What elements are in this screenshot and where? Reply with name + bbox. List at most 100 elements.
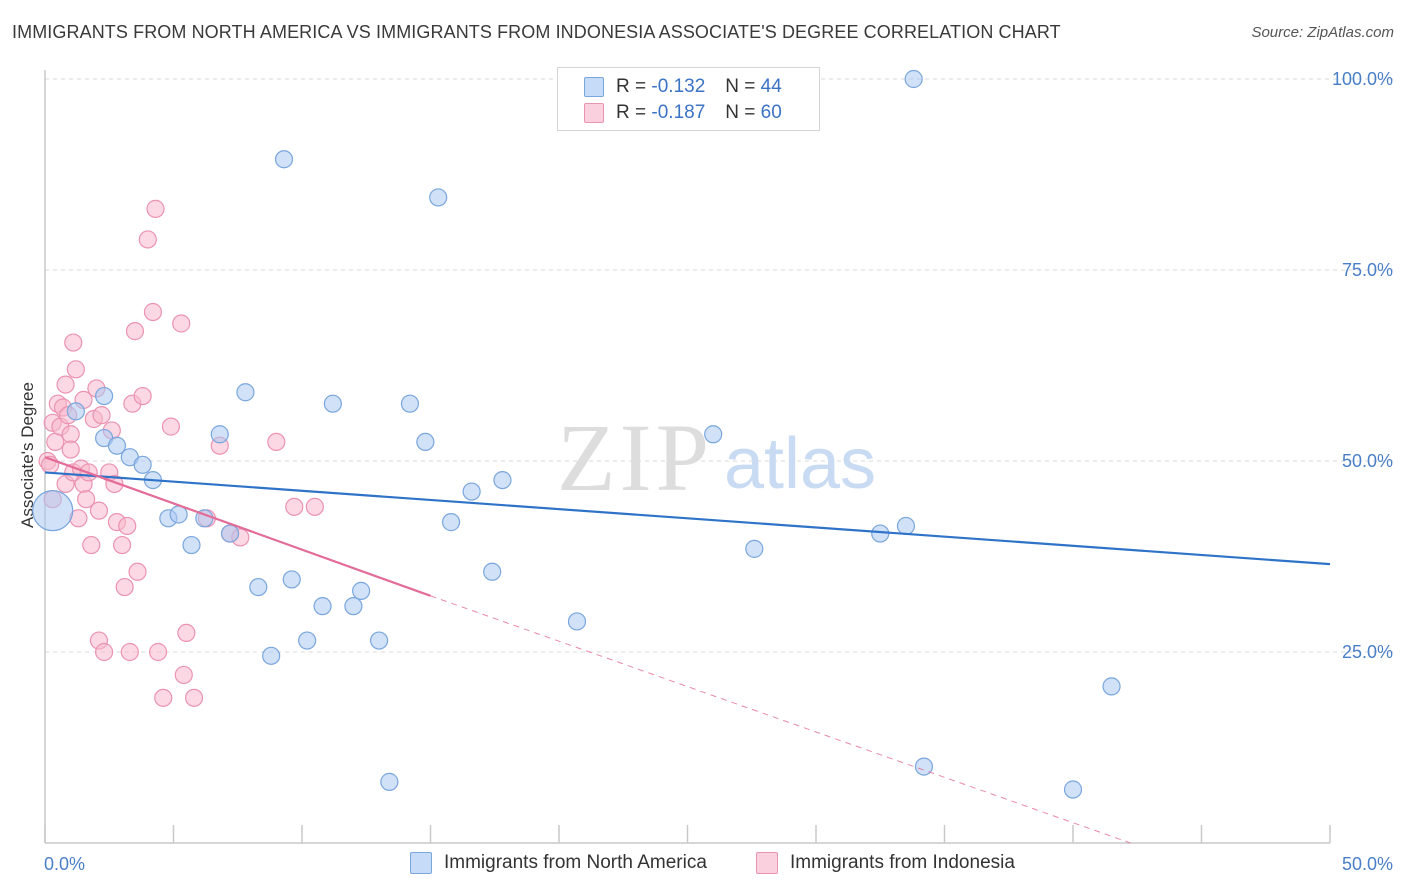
data-point-indonesia	[174, 665, 193, 685]
data-point-north-america	[32, 490, 74, 532]
x-tick-label: 50.0%	[1342, 854, 1393, 874]
bottom-legend-label-north-america: Immigrants from North America	[444, 852, 707, 873]
data-point-north-america	[896, 516, 916, 536]
legend-n-label: N =	[725, 76, 756, 97]
data-point-north-america	[441, 513, 461, 532]
data-point-north-america	[107, 436, 127, 455]
data-point-indonesia	[285, 497, 304, 516]
data-point-north-america	[416, 432, 435, 451]
data-point-indonesia	[95, 642, 114, 662]
data-point-north-america	[704, 425, 723, 444]
data-point-indonesia	[56, 375, 75, 394]
data-point-indonesia	[66, 360, 85, 379]
legend-n-label: N =	[725, 102, 756, 123]
legend-r-label: R =	[616, 76, 647, 97]
data-point-north-america	[133, 455, 152, 474]
legend-n-value: 44	[760, 76, 782, 97]
data-point-north-america	[262, 646, 281, 665]
data-point-indonesia	[161, 417, 181, 436]
y-tick-label: 100.0%	[1332, 69, 1393, 89]
trendline-north-america	[44, 471, 1331, 566]
data-point-north-america	[462, 482, 481, 501]
data-point-indonesia	[61, 425, 80, 444]
data-point-north-america	[380, 772, 399, 791]
data-point-indonesia	[184, 688, 204, 707]
data-point-indonesia	[118, 516, 137, 536]
data-point-indonesia	[64, 333, 83, 352]
y-tick-label: 25.0%	[1342, 642, 1393, 662]
data-point-indonesia	[143, 302, 163, 322]
data-point-north-america	[274, 150, 294, 169]
bottom-legend-indonesia: Immigrants from Indonesia	[756, 852, 1015, 874]
data-point-north-america	[210, 425, 229, 444]
data-point-indonesia	[148, 642, 168, 662]
trendline-indonesia-extension	[430, 595, 1131, 844]
data-point-north-america	[745, 539, 764, 558]
data-point-north-america	[323, 394, 342, 413]
data-point-north-america	[483, 562, 502, 581]
data-point-indonesia	[172, 314, 191, 333]
data-point-north-america	[914, 757, 934, 776]
data-point-indonesia	[61, 440, 80, 459]
data-point-north-america	[95, 386, 114, 406]
chart-title: IMMIGRANTS FROM NORTH AMERICA VS IMMIGRA…	[12, 22, 1061, 42]
legend-swatch-pink	[584, 103, 604, 123]
data-point-north-america	[236, 383, 255, 402]
trend-lines	[44, 456, 1331, 844]
data-point-indonesia	[92, 406, 111, 425]
data-point-indonesia	[128, 562, 147, 581]
data-point-indonesia	[138, 230, 157, 249]
data-point-indonesia	[115, 577, 134, 597]
data-point-north-america	[313, 597, 332, 616]
data-point-indonesia	[267, 432, 286, 451]
watermark-atlas: atlas	[724, 424, 876, 504]
data-point-indonesia	[125, 322, 145, 341]
data-point-indonesia	[120, 642, 139, 662]
y-tick-label: 75.0%	[1342, 260, 1393, 280]
source-label: Source: ZipAtlas.com	[1251, 24, 1394, 41]
legend-swatch-blue	[584, 77, 604, 97]
data-point-indonesia	[133, 386, 152, 406]
data-point-indonesia	[82, 535, 101, 555]
data-point-north-america	[429, 188, 448, 207]
series-indonesia-points	[38, 199, 324, 707]
data-point-north-america	[904, 69, 923, 89]
data-point-north-america	[352, 581, 371, 600]
bottom-legend-label-indonesia: Immigrants from Indonesia	[790, 852, 1015, 873]
data-point-north-america	[220, 524, 240, 543]
stats-legend: R = -0.132 N = 44 R = -0.187 N = 60	[557, 67, 820, 131]
legend-r-value: -0.132	[651, 76, 706, 97]
data-point-north-america	[182, 535, 201, 555]
data-point-north-america	[249, 577, 268, 597]
gridlines	[45, 78, 1393, 653]
x-tick-label: 0.0%	[44, 854, 85, 874]
watermark-zip: ZIP	[557, 404, 713, 511]
legend-n-value: 60	[760, 102, 782, 123]
data-point-indonesia	[77, 490, 96, 509]
data-point-indonesia	[154, 688, 173, 707]
data-point-north-america	[400, 394, 420, 413]
data-point-indonesia	[177, 623, 196, 643]
tick-labels: 25.0% 50.0% 75.0% 100.0% 0.0% 50.0%	[44, 69, 1393, 874]
data-point-north-america	[344, 597, 363, 616]
bottom-legend-north-america: Immigrants from North America	[410, 852, 707, 874]
data-point-north-america	[298, 631, 317, 650]
data-point-north-america	[871, 524, 890, 543]
data-point-indonesia	[89, 501, 109, 520]
watermark: ZIP atlas	[557, 404, 876, 511]
data-point-indonesia	[305, 497, 324, 516]
legend-r-value: -0.187	[651, 102, 706, 123]
data-point-north-america	[66, 402, 85, 421]
data-point-north-america	[370, 631, 389, 650]
data-point-north-america	[567, 612, 587, 631]
data-point-indonesia	[146, 199, 165, 218]
data-point-north-america	[1063, 780, 1083, 799]
bottom-legend-swatch-blue	[410, 852, 432, 874]
data-point-north-america	[493, 471, 512, 490]
bottom-legend-swatch-pink	[756, 852, 778, 874]
data-point-indonesia	[112, 535, 132, 555]
stats-legend-row-north-america: R = -0.132 N = 44	[584, 75, 782, 99]
data-point-north-america	[282, 570, 301, 589]
y-tick-label: 50.0%	[1342, 451, 1393, 471]
